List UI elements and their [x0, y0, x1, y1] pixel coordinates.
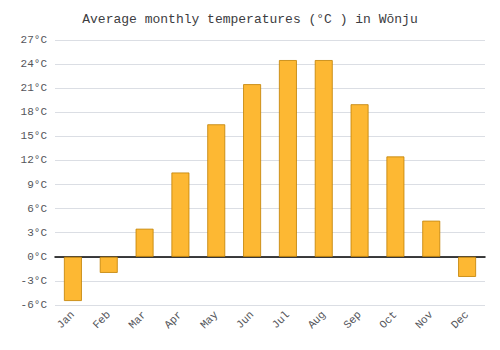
- svg-text:May: May: [198, 308, 221, 331]
- svg-text:6°C: 6°C: [27, 203, 47, 215]
- svg-text:Nov: Nov: [413, 308, 436, 331]
- svg-text:-3°C: -3°C: [21, 275, 48, 287]
- svg-text:15°C: 15°C: [21, 130, 48, 142]
- svg-text:Jun: Jun: [234, 309, 256, 331]
- svg-text:Jul: Jul: [270, 309, 292, 331]
- svg-text:12°C: 12°C: [21, 154, 48, 166]
- svg-text:Oct: Oct: [377, 309, 399, 331]
- svg-text:24°C: 24°C: [21, 58, 48, 70]
- svg-text:Apr: Apr: [162, 309, 184, 331]
- svg-text:27°C: 27°C: [21, 34, 48, 46]
- svg-text:Sep: Sep: [341, 309, 363, 331]
- svg-text:Jan: Jan: [55, 309, 77, 331]
- svg-text:3°C: 3°C: [27, 227, 47, 239]
- svg-text:0°C: 0°C: [27, 251, 47, 263]
- svg-text:Average monthly temperatures (: Average monthly temperatures (°C ) in Wō…: [82, 12, 417, 27]
- svg-text:21°C: 21°C: [21, 82, 48, 94]
- svg-text:Mar: Mar: [126, 309, 148, 331]
- svg-text:Feb: Feb: [91, 309, 113, 331]
- svg-text:Dec: Dec: [449, 309, 471, 331]
- svg-text:9°C: 9°C: [27, 179, 47, 191]
- svg-text:Aug: Aug: [306, 309, 328, 331]
- svg-text:18°C: 18°C: [21, 106, 48, 118]
- svg-text:-6°C: -6°C: [21, 299, 48, 311]
